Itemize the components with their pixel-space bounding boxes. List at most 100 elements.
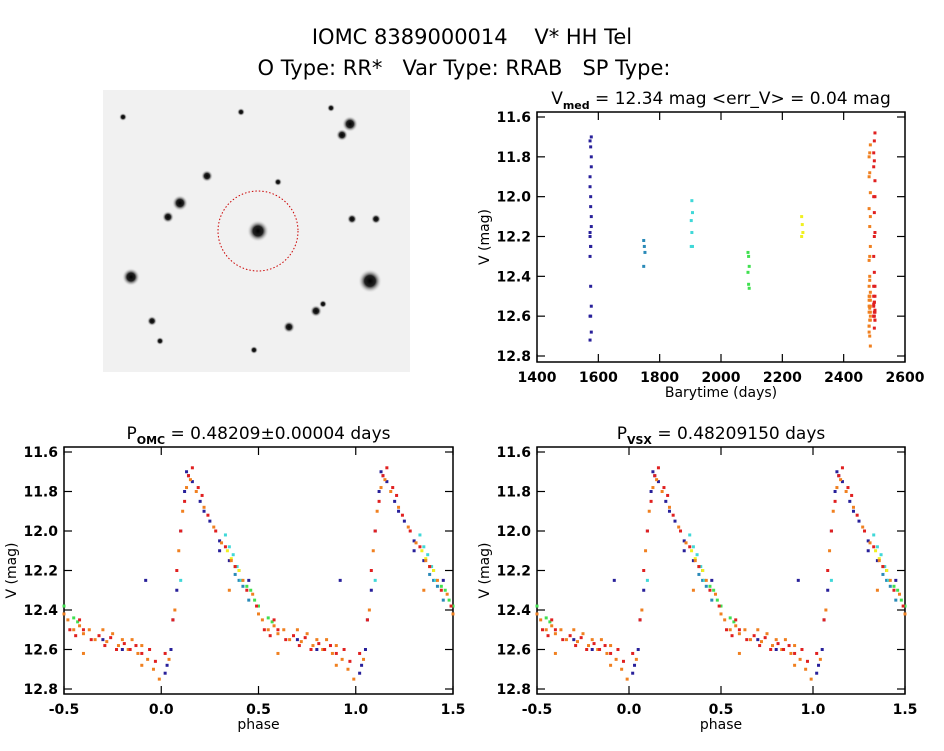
data-point xyxy=(190,466,194,470)
data-point xyxy=(66,618,70,622)
data-point xyxy=(247,598,251,602)
data-point xyxy=(358,651,362,655)
star xyxy=(247,220,269,242)
data-point xyxy=(426,553,430,557)
data-point xyxy=(165,663,169,667)
data-point xyxy=(550,624,554,628)
data-point xyxy=(875,559,879,563)
data-point xyxy=(163,671,167,675)
data-point xyxy=(868,306,872,310)
x-tick-label: 1.0 xyxy=(343,702,368,718)
data-point xyxy=(589,225,593,229)
data-point xyxy=(435,578,439,582)
data-point xyxy=(758,644,762,648)
data-point xyxy=(645,529,649,533)
data-point xyxy=(414,541,418,545)
data-point xyxy=(257,612,260,616)
data-point xyxy=(362,657,366,661)
data-point xyxy=(679,529,683,533)
data-point xyxy=(704,584,708,588)
y-tick-label: 12.2 xyxy=(496,230,531,246)
data-point xyxy=(588,338,592,342)
y-tick-label: 12.8 xyxy=(496,682,531,698)
data-point xyxy=(873,179,877,183)
data-point xyxy=(235,565,239,569)
finder-image xyxy=(103,90,410,372)
x-tick-label: 2600 xyxy=(886,370,925,386)
data-point xyxy=(179,529,183,533)
data-point xyxy=(146,657,150,661)
data-point xyxy=(690,231,694,235)
data-point xyxy=(783,638,787,642)
data-point xyxy=(575,640,579,644)
data-point xyxy=(78,618,82,622)
x-tick-label: 1600 xyxy=(579,370,618,386)
data-point xyxy=(881,572,885,576)
plot-frame xyxy=(536,446,906,695)
data-point xyxy=(559,628,563,632)
data-point xyxy=(701,569,705,572)
data-point xyxy=(297,644,301,648)
data-point xyxy=(451,612,455,616)
star xyxy=(274,178,282,186)
data-point xyxy=(690,549,694,553)
data-point xyxy=(585,648,589,651)
data-point xyxy=(620,667,624,671)
data-point xyxy=(167,657,171,661)
data-point xyxy=(596,648,600,651)
data-point xyxy=(710,578,714,582)
data-point xyxy=(288,638,292,642)
data-point xyxy=(334,644,338,648)
data-point xyxy=(850,493,854,497)
data-point xyxy=(196,486,200,490)
data-point xyxy=(260,618,264,622)
star xyxy=(172,195,188,211)
data-point xyxy=(638,618,642,622)
data-point xyxy=(200,493,204,497)
data-point xyxy=(899,598,903,602)
data-point xyxy=(780,648,784,651)
star xyxy=(371,214,381,224)
data-point xyxy=(737,628,741,632)
data-point xyxy=(572,638,576,642)
x-tick-label: 0.5 xyxy=(246,702,271,718)
data-point xyxy=(385,480,389,484)
star xyxy=(147,316,157,326)
data-point xyxy=(866,549,870,553)
data-point xyxy=(713,592,717,596)
data-point xyxy=(227,545,231,549)
data-point xyxy=(122,642,126,646)
y-tick-label: 11.8 xyxy=(496,485,531,501)
data-point xyxy=(649,490,653,493)
data-point xyxy=(334,651,338,655)
data-point xyxy=(844,490,848,493)
data-point xyxy=(863,529,867,533)
data-point xyxy=(609,651,613,655)
data-point xyxy=(408,529,412,533)
data-point xyxy=(443,588,447,592)
data-point xyxy=(640,608,644,612)
data-point xyxy=(360,663,364,667)
data-point xyxy=(691,559,695,563)
data-point xyxy=(833,490,837,493)
data-point xyxy=(723,618,727,622)
data-point xyxy=(603,644,607,648)
data-point xyxy=(690,244,694,248)
y-axis-label: V (mag) xyxy=(477,542,493,598)
plot-frame xyxy=(63,446,454,695)
data-point xyxy=(793,644,797,648)
data-point xyxy=(81,632,85,636)
data-point xyxy=(634,657,638,661)
data-point xyxy=(445,592,449,596)
data-point xyxy=(352,677,356,681)
data-point xyxy=(636,648,640,651)
data-point xyxy=(763,636,767,640)
data-point xyxy=(412,549,416,553)
data-point xyxy=(642,244,646,248)
data-point xyxy=(375,509,379,513)
data-point xyxy=(420,549,424,553)
data-point xyxy=(867,330,871,334)
data-point xyxy=(719,604,723,608)
data-point xyxy=(140,663,144,667)
data-point xyxy=(223,533,227,537)
